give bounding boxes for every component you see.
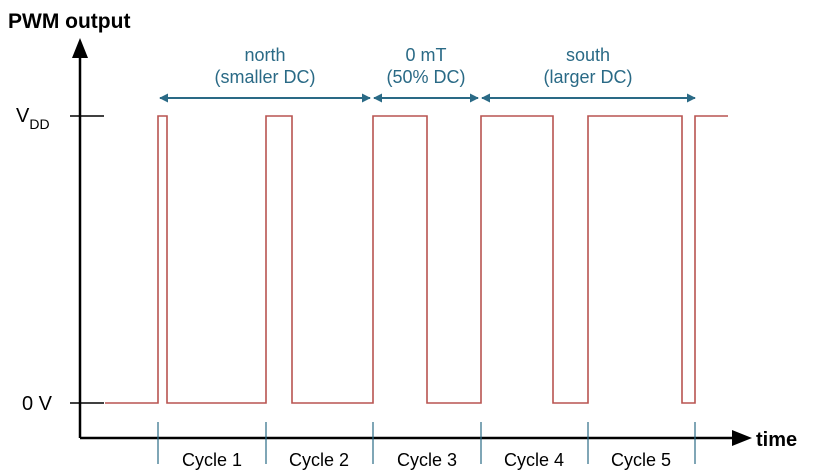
- y-tick-label-high: VDD: [16, 105, 50, 132]
- y-tick-label-low: 0 V: [22, 393, 53, 415]
- y-tick-label-high-main: V: [16, 105, 30, 127]
- y-axis-arrowhead: [72, 38, 88, 58]
- region-south-line1: south: [566, 45, 610, 65]
- cycle-label-5: Cycle 5: [611, 450, 671, 470]
- cycle-label-2: Cycle 2: [289, 450, 349, 470]
- region-zero-line2: (50% DC): [386, 67, 465, 87]
- region-north-line2: (smaller DC): [215, 67, 316, 87]
- region-zero-line1: 0 mT: [405, 45, 446, 65]
- chart-title: PWM output: [8, 10, 130, 33]
- pwm-signal-waveform: [105, 115, 728, 404]
- cycle-label-4: Cycle 4: [504, 450, 564, 470]
- cycle-label-1: Cycle 1: [182, 450, 242, 470]
- x-axis-label: time: [756, 429, 797, 451]
- x-axis-arrowhead: [732, 430, 752, 446]
- y-tick-label-high-sub: DD: [29, 116, 49, 132]
- region-south-line2: (larger DC): [543, 67, 632, 87]
- cycle-label-3: Cycle 3: [397, 450, 457, 470]
- region-north-line1: north: [244, 45, 285, 65]
